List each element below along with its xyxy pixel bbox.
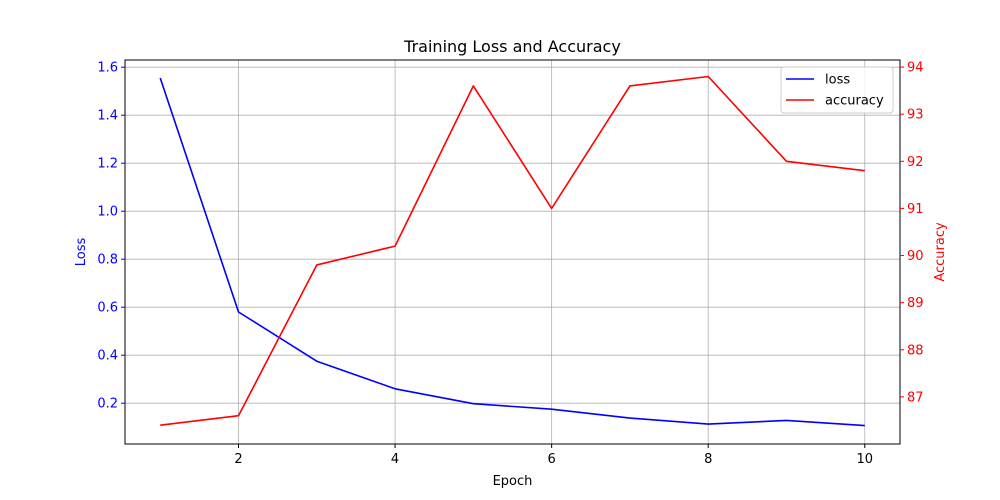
x-tick-label: 10: [856, 452, 873, 467]
legend: loss accuracy: [780, 66, 894, 114]
x-tick-label: 8: [704, 452, 712, 467]
y-left-tick-label: 1.0: [97, 205, 118, 220]
y-left-tick-label: 1.6: [97, 61, 118, 76]
y-axis-left: 0.2 0.4 0.6 0.8 1.0 1.2 1.4 1.6: [97, 61, 125, 412]
y-axis-right-label: Accuracy: [933, 222, 948, 282]
chart-title: Training Loss and Accuracy: [403, 37, 621, 56]
y-left-tick-label: 0.6: [97, 301, 118, 316]
series-line-accuracy: [160, 75, 865, 426]
y-axis-left-label: Loss: [74, 238, 89, 267]
y-right-tick-label: 90: [907, 249, 924, 264]
y-left-tick-label: 0.8: [97, 253, 118, 268]
y-right-tick-label: 89: [907, 296, 924, 311]
y-axis-right: 87 88 89 90 91 92 93 94: [900, 61, 924, 405]
y-left-tick-label: 0.4: [97, 349, 118, 364]
y-right-tick-label: 93: [907, 108, 924, 123]
x-tick-label: 2: [234, 452, 242, 467]
y-right-tick-label: 92: [907, 155, 924, 170]
y-right-tick-label: 94: [907, 61, 924, 76]
series-lines: [159, 75, 865, 427]
series-line-loss: [159, 77, 865, 427]
y-right-tick-label: 91: [907, 202, 924, 217]
y-right-tick-label: 88: [907, 343, 924, 358]
x-tick-label: 4: [391, 452, 399, 467]
x-axis: 2 4 6 8 10: [234, 444, 873, 467]
grid: [125, 60, 900, 444]
legend-label-loss: loss: [825, 73, 850, 88]
x-tick-label: 6: [548, 452, 556, 467]
x-axis-label: Epoch: [493, 474, 533, 489]
y-left-tick-label: 1.4: [97, 109, 118, 124]
plot-frame: [124, 59, 901, 445]
y-right-tick-label: 87: [907, 390, 924, 405]
y-left-tick-label: 1.2: [97, 157, 118, 172]
y-left-tick-label: 0.2: [97, 397, 118, 412]
legend-label-accuracy: accuracy: [825, 94, 884, 109]
